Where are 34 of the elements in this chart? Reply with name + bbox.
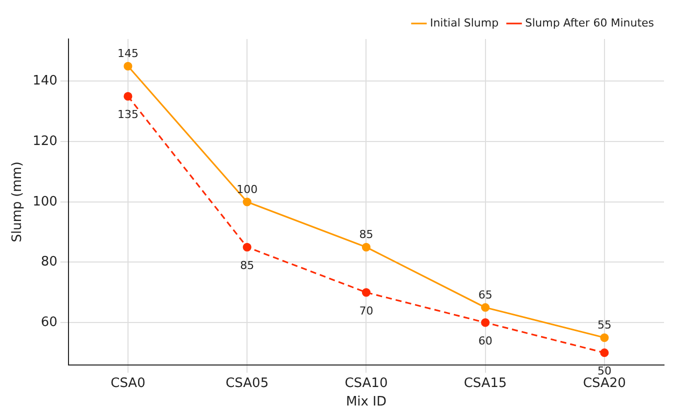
point (600, 333, 609, 342)
legend-label: Initial Slump (430, 16, 499, 30)
data-label: 60 (478, 334, 492, 348)
data-label: 50 (597, 364, 612, 378)
data-label: 85 (359, 228, 374, 242)
data-label: 70 (359, 304, 374, 318)
x-tick-label: CSA15 (464, 376, 507, 391)
y-tick-label: 120 (32, 134, 58, 149)
x-tick-label: CSA10 (344, 376, 388, 391)
y-tick-label: 100 (32, 194, 58, 210)
y-tick-label: 140 (32, 74, 58, 89)
point (362, 288, 371, 297)
data-label: 145 (117, 47, 138, 60)
x-tick-label: CSA0 (110, 376, 146, 391)
x-axis-title: Mix ID (346, 394, 386, 410)
y-tick-label: 60 (40, 314, 58, 330)
point (600, 348, 609, 358)
y-tick-label: 80 (40, 254, 58, 270)
x-tick-label: CSA20 (582, 376, 626, 391)
point (481, 318, 490, 327)
y-axis-title: Slump (mm) (10, 162, 26, 242)
x-tick-label: CSA05 (226, 376, 269, 391)
data-label: 85 (240, 259, 254, 272)
data-label: 135 (117, 108, 138, 122)
point (242, 198, 252, 206)
data-label: 55 (597, 318, 612, 332)
point (481, 303, 490, 312)
point (124, 62, 132, 70)
point (242, 242, 252, 252)
legend-label: Slump After 60 Minutes (525, 16, 654, 30)
data-label: 65 (478, 288, 492, 302)
point (124, 92, 132, 101)
point (362, 242, 371, 252)
data-label: 100 (236, 182, 258, 196)
